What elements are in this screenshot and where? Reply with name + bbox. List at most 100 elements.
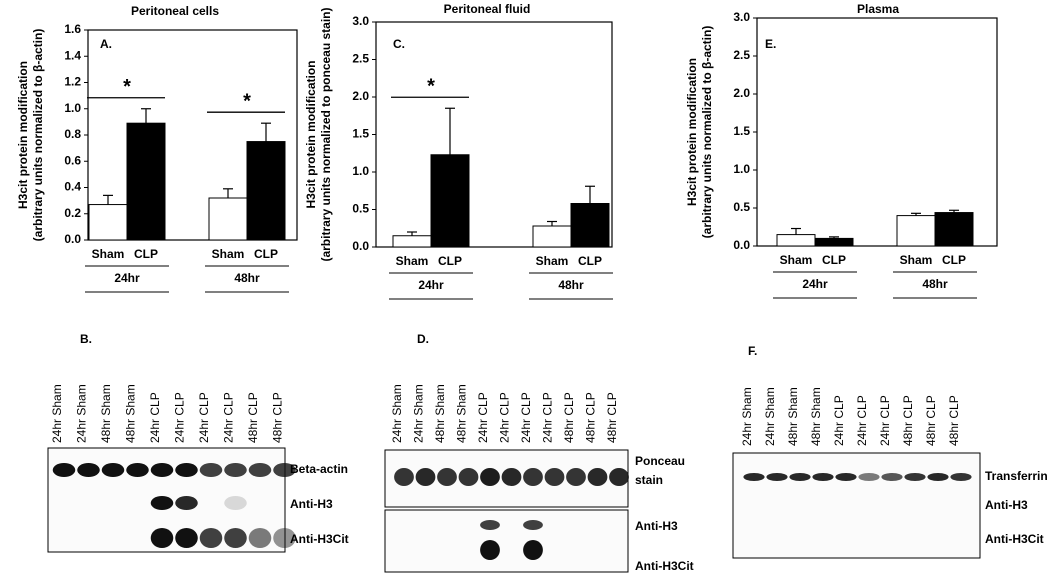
bar-label: CLP (254, 247, 278, 261)
x-tick-label: 48hr (922, 277, 948, 291)
blot-band (199, 463, 223, 477)
x-tick-label: 48hr (234, 271, 260, 285)
y-tick-label: 0.6 (64, 153, 81, 167)
lane-label: 48hr CLP (924, 395, 938, 446)
blot-band (609, 468, 629, 486)
lane-label: 24hr Sham (412, 384, 426, 443)
band-label: Anti-H3Cit (635, 559, 694, 573)
lane-label: 24hr Sham (390, 384, 404, 443)
lane-label: 48hr CLP (246, 392, 260, 443)
blot-band (566, 468, 586, 486)
blot-band (789, 473, 811, 481)
blot-band (394, 468, 414, 486)
lane-label: 48hr Sham (433, 384, 447, 443)
blot-band (743, 473, 765, 481)
bar (246, 141, 286, 241)
x-tick-label: 24hr (418, 278, 444, 292)
plot-frame (756, 17, 998, 247)
y-tick-label: 2.0 (352, 89, 369, 103)
y-tick-label: 1.5 (733, 124, 750, 138)
y-tick-label: 3.0 (352, 14, 369, 28)
significance-label: * (427, 76, 435, 98)
panel-label: C. (393, 37, 405, 51)
band-label: Ponceau (635, 454, 685, 468)
lane-label: 24hr CLP (476, 392, 490, 443)
y-tick-label: 1.4 (64, 48, 81, 62)
blot-band (927, 473, 949, 481)
blot-band (150, 463, 174, 477)
y-tick-label: 2.5 (352, 52, 369, 66)
blot-band (175, 496, 198, 510)
blot-band (273, 463, 296, 477)
x-tick-label: 24hr (114, 271, 140, 285)
blot-band (175, 528, 198, 548)
lane-label: 24hr CLP (541, 392, 555, 443)
y-tick-label: 1.0 (64, 101, 81, 115)
y-tick-label: 1.6 (64, 22, 81, 36)
lane-label: 24hr Sham (75, 384, 89, 443)
blot-membrane (732, 452, 981, 559)
lane-label: 24hr CLP (498, 392, 512, 443)
blot-band (587, 468, 608, 486)
bar (934, 212, 974, 247)
lane-label: 48hr CLP (947, 395, 961, 446)
blot-band (175, 463, 198, 477)
chart-title: Peritoneal cells (131, 4, 219, 18)
blot-band (523, 520, 543, 530)
bar (392, 235, 432, 248)
blot-band (224, 528, 247, 548)
bar-label: CLP (134, 247, 158, 261)
y-tick-label: 0.0 (352, 239, 369, 253)
bar (532, 225, 572, 248)
bar-label: Sham (536, 254, 569, 268)
panel-label: A. (100, 37, 112, 51)
chart-title: Plasma (857, 2, 899, 16)
bar (430, 154, 470, 248)
lane-label: 24hr CLP (222, 392, 236, 443)
x-tick-label: 48hr (558, 278, 584, 292)
lane-label: 24hr CLP (519, 392, 533, 443)
y-tick-label: 0.2 (64, 206, 81, 220)
blot-band (835, 473, 857, 481)
chart-title: Peritoneal fluid (444, 2, 531, 16)
bar (814, 237, 854, 247)
blot-band (437, 468, 457, 486)
blot-band (248, 463, 272, 477)
lane-label: 48hr CLP (271, 392, 285, 443)
lane-label: 48hr CLP (901, 395, 915, 446)
blot-band (126, 463, 149, 477)
significance-label: * (243, 90, 251, 112)
band-label: Beta-actin (290, 462, 348, 476)
y-tick-label: 2.5 (733, 48, 750, 62)
blot-band (480, 520, 500, 530)
blot-band (52, 463, 76, 477)
significance-label: * (123, 76, 131, 98)
blot-band (273, 528, 296, 548)
panel-label: E. (765, 37, 776, 51)
band-label: Anti-H3 (635, 519, 678, 533)
blot-band (523, 540, 543, 560)
panel-label: B. (80, 332, 92, 346)
y-axis-label: H3cit protein modification (16, 61, 30, 209)
blot-band (501, 468, 522, 486)
lane-label: 48hr Sham (124, 384, 138, 443)
blot-band (77, 463, 100, 477)
blot-band (904, 473, 926, 481)
y-tick-label: 0.5 (733, 200, 750, 214)
bar-label: Sham (212, 247, 245, 261)
bar (776, 234, 816, 247)
blot-band (199, 528, 223, 548)
lane-label: 24hr CLP (832, 395, 846, 446)
band-label: stain (635, 473, 663, 487)
lane-label: 48hr Sham (455, 384, 469, 443)
blot-band (812, 473, 834, 481)
lane-label: 24hr CLP (148, 392, 162, 443)
lane-label: 24hr Sham (763, 387, 777, 446)
band-label: Transferrin (985, 469, 1048, 483)
lane-label: 48hr Sham (99, 384, 113, 443)
blot-band (150, 496, 174, 510)
blot-band (950, 473, 972, 481)
lane-label: 48hr CLP (605, 392, 619, 443)
x-tick-label: 24hr (802, 277, 828, 291)
